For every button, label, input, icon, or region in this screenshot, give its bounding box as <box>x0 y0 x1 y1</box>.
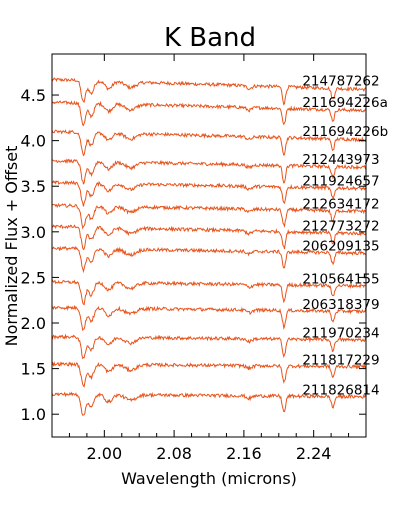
y-axis: 1.0 1.5 2.0 2.5 3.0 3.5 4.0 4.5 <box>21 86 366 424</box>
series-label: 206318379 <box>302 297 379 313</box>
x-axis-label: Wavelength (microns) <box>121 469 297 488</box>
spectrum-line <box>51 333 367 360</box>
x-tick-label: 2.08 <box>156 444 192 463</box>
spectrum-line <box>51 391 367 416</box>
series-label: 212634172 <box>302 196 379 212</box>
series-label: 211817229 <box>302 352 379 368</box>
y-tick-label: 3.0 <box>21 223 46 242</box>
x-tick-label: 2.24 <box>296 444 332 463</box>
spectrum-line <box>51 77 367 106</box>
x-axis: 2.00 2.08 2.16 2.24 <box>68 54 350 463</box>
spectrum-line <box>51 202 367 230</box>
x-tick-label: 2.16 <box>226 444 262 463</box>
spectrum-line <box>51 158 367 185</box>
series-label: 211970234 <box>302 325 379 341</box>
y-tick-label: 1.5 <box>21 360 46 379</box>
series-label: 211694226b <box>302 124 388 140</box>
series-label: 210564155 <box>302 271 379 287</box>
y-tick-label: 2.0 <box>21 314 46 333</box>
y-tick-label: 2.5 <box>21 268 46 287</box>
x-tick-label: 2.00 <box>87 444 123 463</box>
spectrum-line <box>51 279 367 306</box>
series-label: 212443973 <box>302 152 379 168</box>
y-tick-label: 1.0 <box>21 405 46 424</box>
series-label: 214787262 <box>302 74 379 90</box>
series-label: 211924657 <box>302 173 379 189</box>
series-label: 211694226a <box>302 95 388 111</box>
spectrum-line <box>51 360 367 389</box>
y-tick-label: 3.5 <box>21 177 46 196</box>
spectrum-line <box>51 129 367 157</box>
y-axis-label: Normalized Flux + Offset <box>2 146 21 347</box>
y-tick-label: 4.5 <box>21 86 46 105</box>
y-tick-label: 4.0 <box>21 132 46 151</box>
series-label: 206209135 <box>302 238 379 254</box>
spectrum-line <box>51 224 367 251</box>
spectrum-line <box>51 245 366 274</box>
chart-title: K Band <box>164 23 256 53</box>
plot-area: 214787262 211694226a 211694226b 212443973 21… <box>51 74 388 416</box>
spectrum-line <box>51 304 367 332</box>
spectrum-line <box>51 180 367 207</box>
spectrum-line <box>51 100 367 127</box>
series-label: 212773272 <box>302 218 379 234</box>
series-label: 211826814 <box>302 382 379 398</box>
